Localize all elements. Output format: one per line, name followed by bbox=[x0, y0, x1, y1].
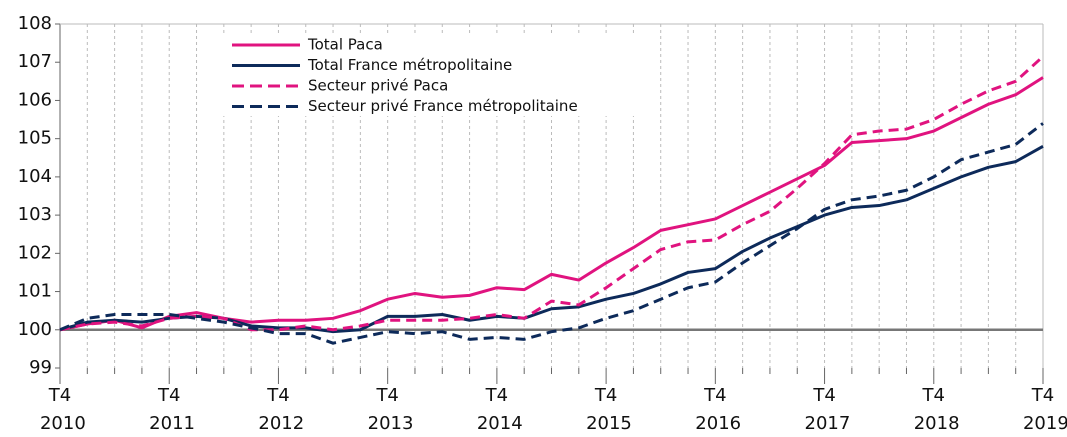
y-tick-label: 103 bbox=[18, 204, 52, 225]
y-tick-label: 108 bbox=[18, 13, 52, 34]
legend-label: Secteur privé France métropolitaine bbox=[308, 97, 578, 115]
y-tick-label: 105 bbox=[18, 128, 52, 149]
x-tick-label: T4 2018 bbox=[908, 385, 960, 434]
x-tick-label: T4 2014 bbox=[471, 385, 523, 434]
y-tick-label: 104 bbox=[18, 166, 52, 187]
series-line bbox=[59, 122, 1044, 345]
y-tick-label: 107 bbox=[18, 51, 52, 72]
legend: Total Paca Total France métropolitaine Sec… bbox=[218, 34, 658, 116]
legend-label: Total France métropolitaine bbox=[307, 56, 512, 74]
x-tick-label: T4 2011 bbox=[143, 385, 195, 434]
x-tick-label: T4 2015 bbox=[580, 385, 632, 434]
legend-label: Total Paca bbox=[307, 36, 383, 54]
x-tick-label: T4 2010 bbox=[34, 385, 86, 434]
x-tick-label: T4 2016 bbox=[690, 385, 742, 434]
y-tick-label: 99 bbox=[29, 357, 52, 378]
x-tick-label: T4 2012 bbox=[253, 385, 305, 434]
y-tick-label: 106 bbox=[18, 89, 52, 110]
series-line bbox=[59, 55, 1045, 332]
x-tick-label: T4 2017 bbox=[799, 385, 851, 434]
x-tick-label: T4 2013 bbox=[362, 385, 414, 434]
x-tick-label: T4 2019 bbox=[1017, 385, 1067, 434]
y-tick-label: 100 bbox=[18, 319, 52, 340]
legend-box bbox=[218, 34, 658, 116]
y-tick-label: 102 bbox=[18, 242, 52, 263]
legend-label: Secteur privé Paca bbox=[308, 77, 448, 95]
y-tick-label: 101 bbox=[18, 281, 52, 302]
